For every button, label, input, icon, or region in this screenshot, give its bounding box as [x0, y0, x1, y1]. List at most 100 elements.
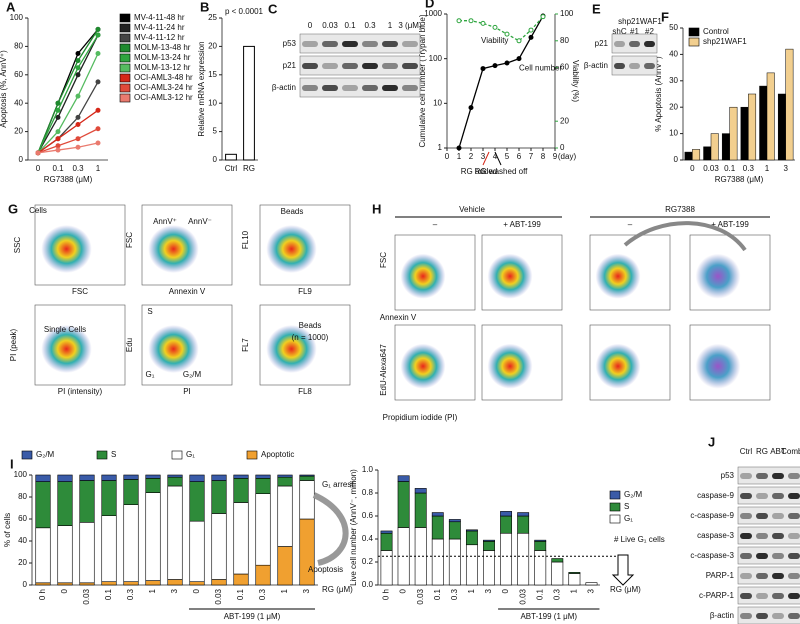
blot-frame — [737, 566, 800, 585]
bar-segment — [500, 532, 513, 586]
point — [95, 107, 101, 113]
arrow — [312, 492, 349, 566]
x-tick-label: 0.03 — [214, 588, 223, 604]
bar-segment — [79, 474, 95, 481]
y2-tick-label: 100 — [560, 9, 574, 18]
bar-segment — [277, 546, 293, 586]
bar-segment — [255, 493, 271, 566]
point — [75, 65, 81, 71]
blot-frame — [299, 55, 421, 76]
panel-letter: A — [6, 0, 16, 14]
bar-segment — [551, 561, 564, 586]
row-label: p21 — [595, 39, 609, 48]
series-line — [37, 29, 99, 154]
legend-swatch — [96, 450, 108, 460]
bar-segment — [568, 572, 581, 574]
x-tick-label: 0.03 — [703, 164, 719, 173]
point — [75, 114, 81, 120]
y-tick-label: 100 — [429, 54, 443, 63]
y-tick-label: 0 — [674, 155, 679, 164]
arrow — [611, 554, 635, 586]
y-axis-label: % of cells — [3, 513, 12, 547]
bar-segment — [551, 558, 564, 563]
point — [95, 126, 101, 132]
bar-segment — [568, 573, 581, 586]
legend-swatch — [609, 490, 621, 500]
x-tick-label: 7 — [529, 152, 534, 161]
y2-tick-label: 0 — [560, 143, 565, 152]
legend-swatch — [119, 33, 131, 43]
annotation: RG added — [461, 167, 497, 176]
bar-segment — [167, 579, 183, 586]
y-axis-label: Live cell number (AnnV⁻, million) — [349, 469, 358, 586]
x-tick-label: 3 — [481, 152, 486, 161]
point — [55, 107, 61, 113]
bar-segment — [123, 474, 139, 480]
y-tick-label: 0 — [213, 155, 218, 164]
y2-tick-label: 60 — [560, 63, 569, 72]
band — [756, 493, 768, 499]
legend-label: MV-4-11-24 hr — [134, 23, 185, 32]
band — [756, 553, 768, 559]
y-tick-label: 5 — [213, 127, 218, 136]
row-label: caspase-9 — [697, 491, 734, 500]
row-label: β-actin — [584, 61, 608, 70]
panel-letter: J — [708, 434, 715, 449]
point — [95, 26, 101, 32]
flow-label: Single Cells — [44, 325, 86, 334]
flow-label: SSC — [13, 237, 22, 254]
point — [75, 93, 81, 99]
x-tick-label: 3 — [484, 588, 493, 593]
x-tick-label: 1 — [765, 164, 770, 173]
bar-segment — [517, 515, 530, 534]
bar-segment — [79, 521, 95, 584]
bar-segment — [483, 540, 495, 551]
bar-segment — [517, 532, 530, 586]
bar-segment — [233, 477, 249, 503]
band — [740, 513, 752, 519]
bar-segment — [167, 474, 183, 478]
legend-swatch — [119, 23, 131, 33]
x-tick-label: 0 — [192, 588, 201, 593]
column-label: 1 — [388, 21, 393, 30]
point — [95, 51, 101, 56]
row-label: p53 — [283, 39, 297, 48]
series-label: Viability — [481, 36, 508, 45]
y-tick-label: 15 — [208, 70, 217, 79]
bar-segment — [145, 580, 161, 586]
x-tick-label: 0.03 — [518, 588, 527, 604]
bar-segment — [380, 532, 393, 551]
bar-segment — [211, 579, 227, 586]
bar-segment — [255, 474, 271, 479]
density — [595, 343, 641, 389]
bar-segment — [397, 481, 410, 528]
flow-label: AnnV⁻ — [188, 217, 212, 226]
flow-label: PI (intensity) — [58, 387, 103, 396]
point — [55, 147, 61, 153]
x-tick-label: 2 — [469, 152, 474, 161]
bar-segment — [233, 502, 249, 575]
flow-label: EdU-Alexa647 — [379, 344, 388, 396]
flow-label: Vehicle — [459, 205, 485, 214]
bar-segment — [123, 504, 139, 583]
x-tick-label: 8 — [541, 152, 546, 161]
y-tick-label: 0 — [19, 155, 24, 164]
legend-label: G₂/M — [36, 450, 55, 459]
bar-segment — [211, 474, 227, 481]
flow-label: FL7 — [241, 338, 250, 352]
point — [480, 66, 486, 72]
legend-label: S — [624, 502, 629, 511]
y-axis-label: Relative mRNA expression — [197, 41, 206, 136]
bar-segment — [255, 477, 271, 494]
series-line — [37, 109, 99, 154]
band — [402, 85, 418, 91]
flow-label: FL10 — [241, 230, 250, 249]
column-label: #1 — [630, 27, 639, 36]
x-tick-label: 1 — [280, 588, 289, 593]
band — [740, 493, 752, 499]
legend-label: MOLM-13-12 hr — [134, 63, 191, 72]
bar-segment — [101, 474, 117, 481]
series-line — [37, 128, 99, 154]
bar-segment — [145, 477, 161, 493]
band — [740, 533, 752, 539]
